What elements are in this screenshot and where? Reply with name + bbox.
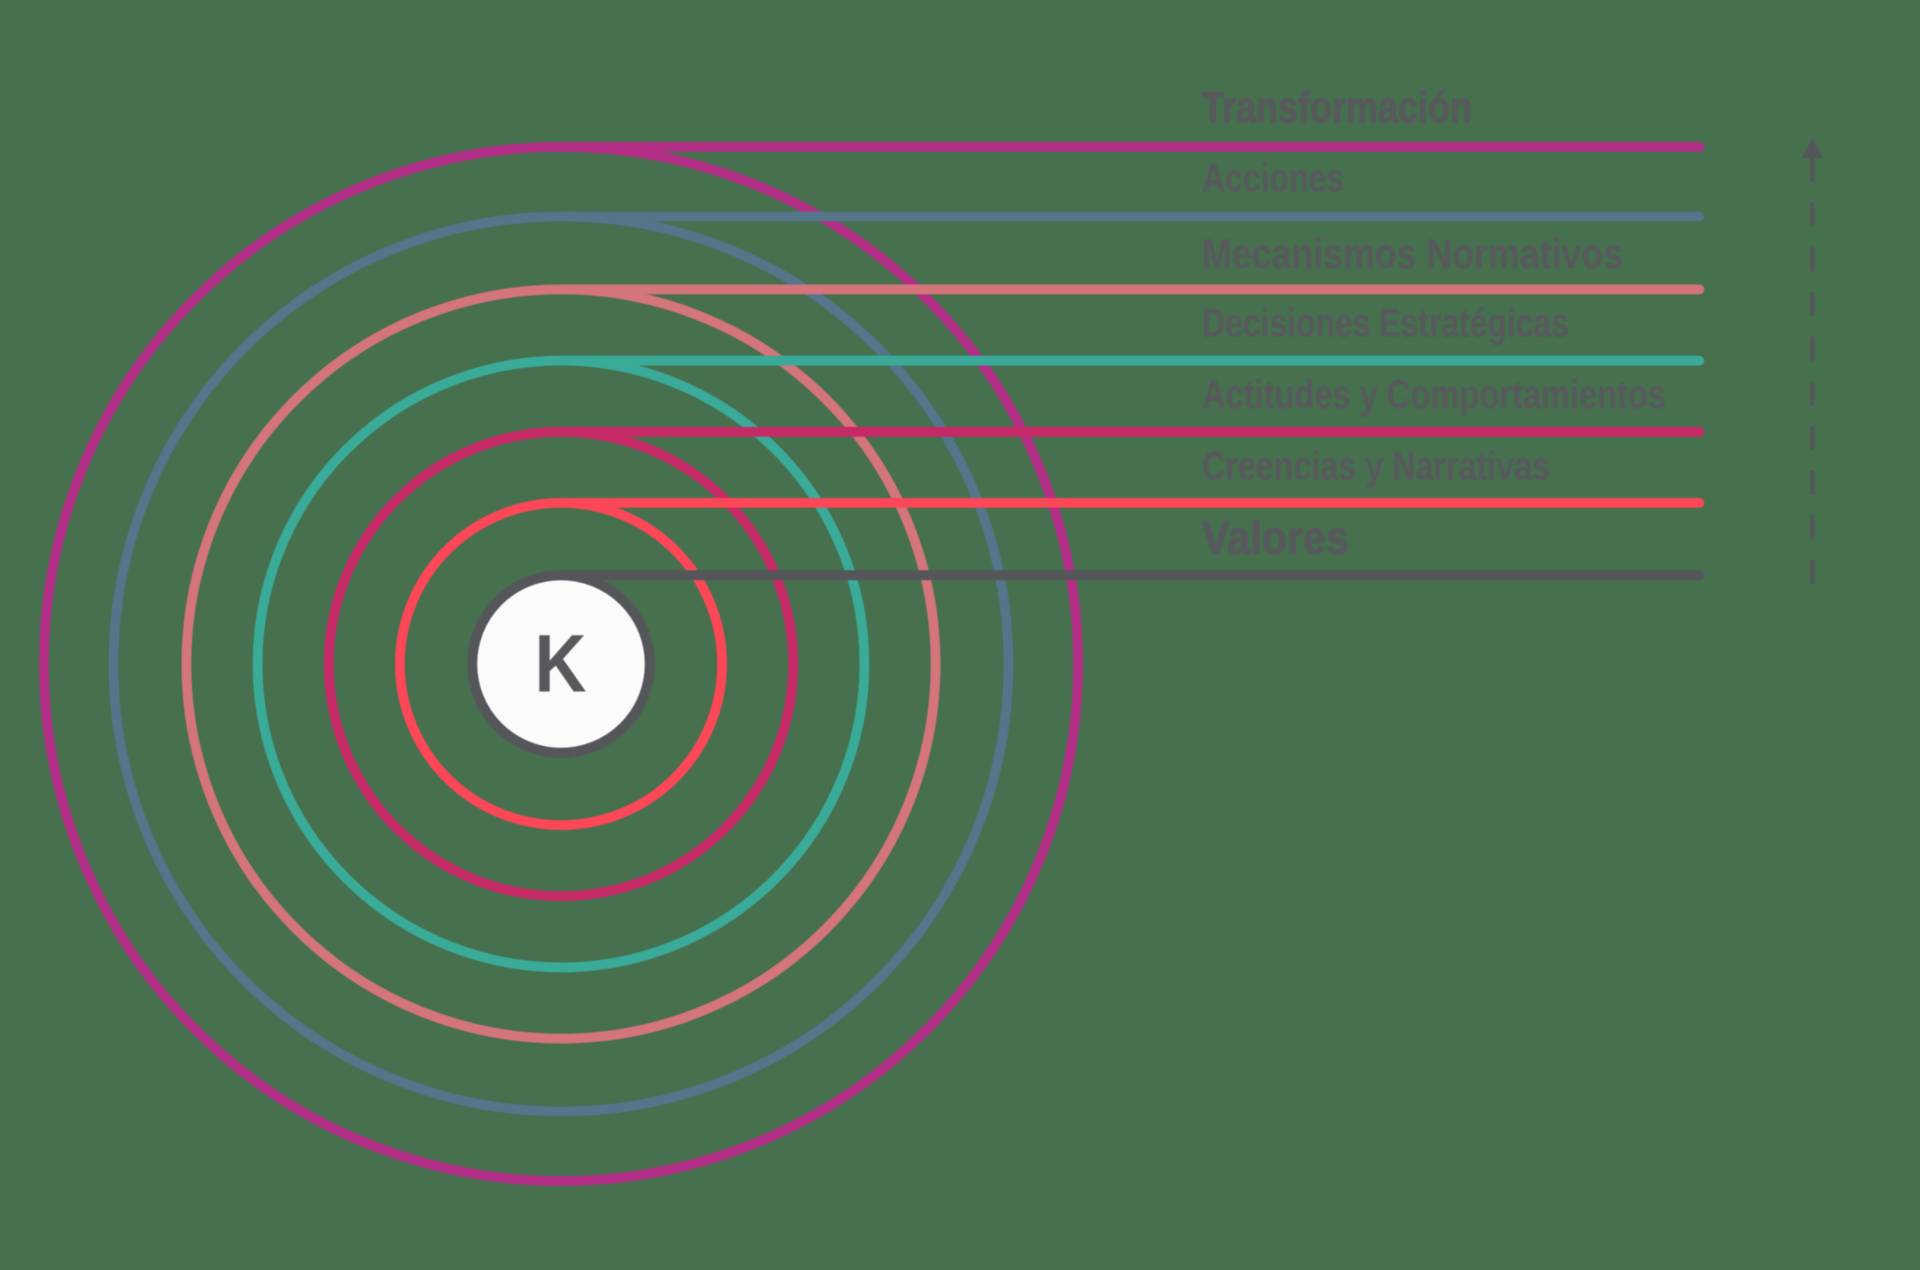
svg-text:Creencias y Narrativas: Creencias y Narrativas — [1202, 445, 1550, 489]
svg-text:Transformación: Transformación — [1202, 83, 1472, 132]
svg-text:K: K — [535, 619, 587, 710]
svg-text:Actitudes y Comportamientos: Actitudes y Comportamientos — [1202, 373, 1666, 417]
svg-text:Mecanismos Normativos: Mecanismos Normativos — [1202, 230, 1623, 277]
svg-text:Acciones: Acciones — [1202, 157, 1344, 201]
svg-text:Decisiones Estratégicas: Decisiones Estratégicas — [1202, 302, 1569, 346]
svg-text:Valores: Valores — [1202, 512, 1349, 564]
